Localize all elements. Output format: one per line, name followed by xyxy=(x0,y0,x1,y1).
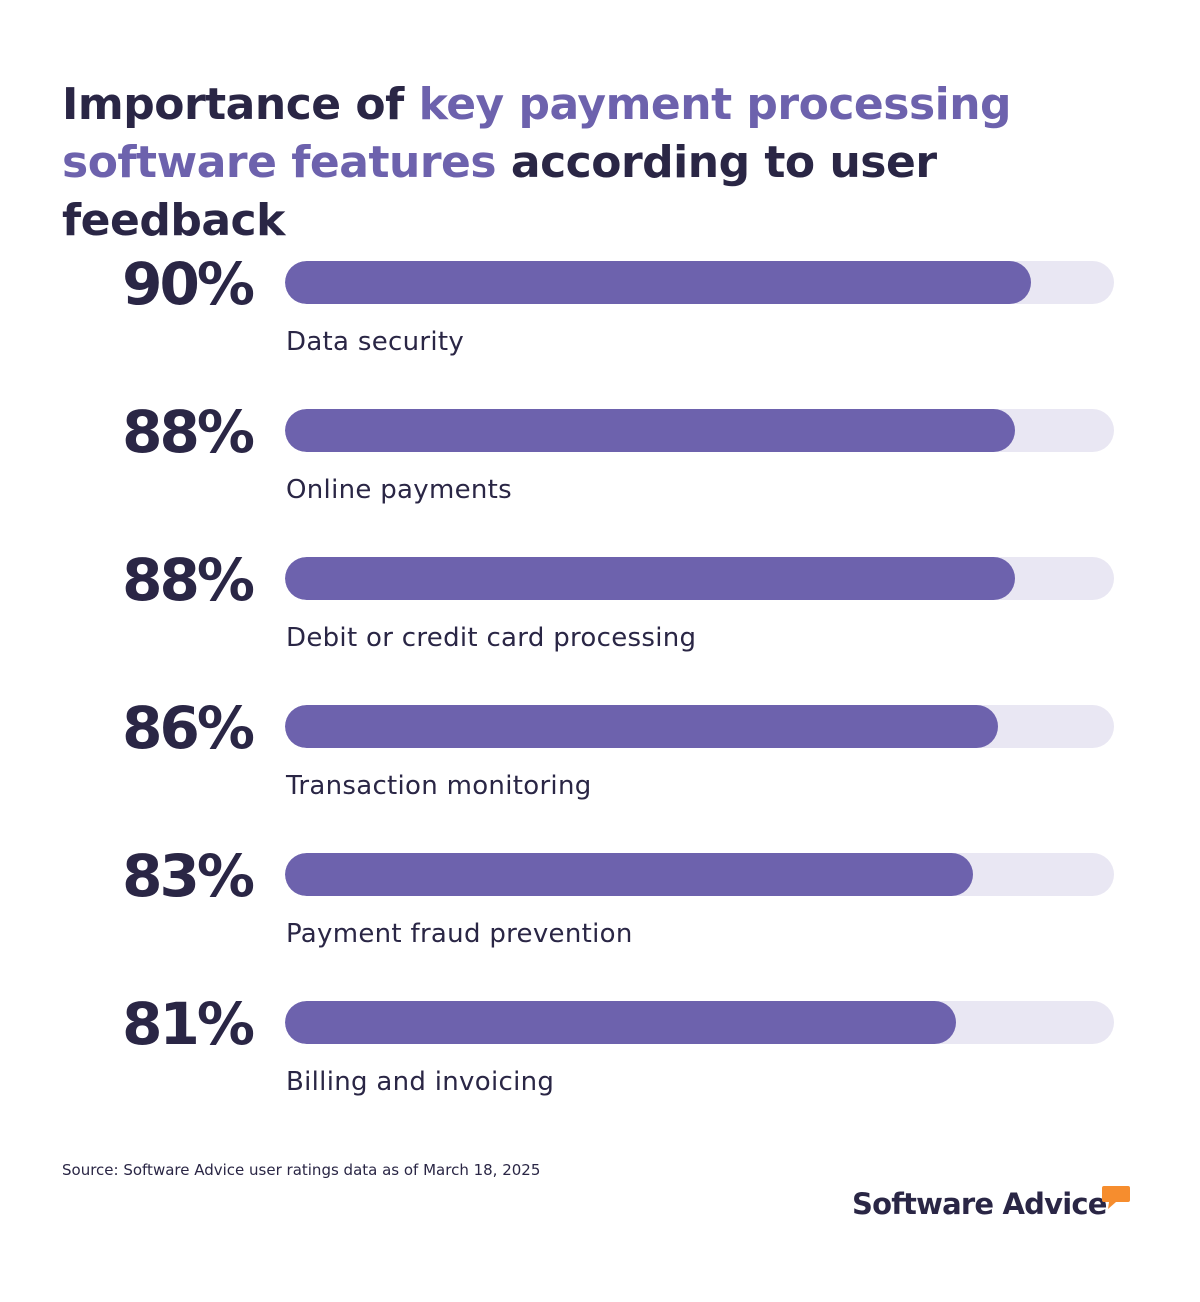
bar-value-label: 88% xyxy=(122,398,255,466)
title-part-3: according to user feedback xyxy=(62,137,937,246)
title-part-1: Importance of xyxy=(62,79,419,130)
bar-track xyxy=(285,1001,1114,1044)
speech-bubble-shape xyxy=(1102,1186,1130,1209)
bar-category-label: Debit or credit card processing xyxy=(286,623,697,653)
bar-category-label: Payment fraud prevention xyxy=(286,919,633,949)
bar-value-label: 88% xyxy=(122,546,255,614)
bar-category-label: Billing and invoicing xyxy=(286,1067,555,1097)
bar-track xyxy=(285,261,1114,304)
bar xyxy=(285,557,1015,600)
bar-value-label: 86% xyxy=(122,694,255,762)
bar-row: 90% Data security xyxy=(0,250,1200,409)
bar-row: 81% Billing and invoicing xyxy=(0,990,1200,1149)
title-highlight: key payment processing software features xyxy=(62,79,1012,188)
bar-value-label: 83% xyxy=(122,842,255,910)
logo-wordmark: Software Advice xyxy=(852,1187,1107,1221)
bar xyxy=(285,261,1031,304)
bar xyxy=(285,409,1015,452)
speech-bubble-icon xyxy=(1102,1186,1130,1209)
bar xyxy=(285,1001,956,1044)
bar-track xyxy=(285,705,1114,748)
bar xyxy=(285,705,998,748)
bar-track xyxy=(285,557,1114,600)
bar-row: 83% Payment fraud prevention xyxy=(0,842,1200,1001)
bar-value-label: 90% xyxy=(122,250,255,318)
source-note: Source: Software Advice user ratings dat… xyxy=(62,1161,541,1179)
chart-title: Importance of key payment processing sof… xyxy=(62,76,1162,250)
bar-row: 86% Transaction monitoring xyxy=(0,694,1200,853)
bar-row: 88% Debit or credit card processing xyxy=(0,546,1200,705)
bar-value-label: 81% xyxy=(122,990,255,1058)
bar-track xyxy=(285,409,1114,452)
bar-category-label: Online payments xyxy=(286,475,512,505)
bar-track xyxy=(285,853,1114,896)
bar xyxy=(285,853,973,896)
bar-category-label: Data security xyxy=(286,327,465,357)
bar-row: 88% Online payments xyxy=(0,398,1200,557)
bar-category-label: Transaction monitoring xyxy=(286,771,592,801)
